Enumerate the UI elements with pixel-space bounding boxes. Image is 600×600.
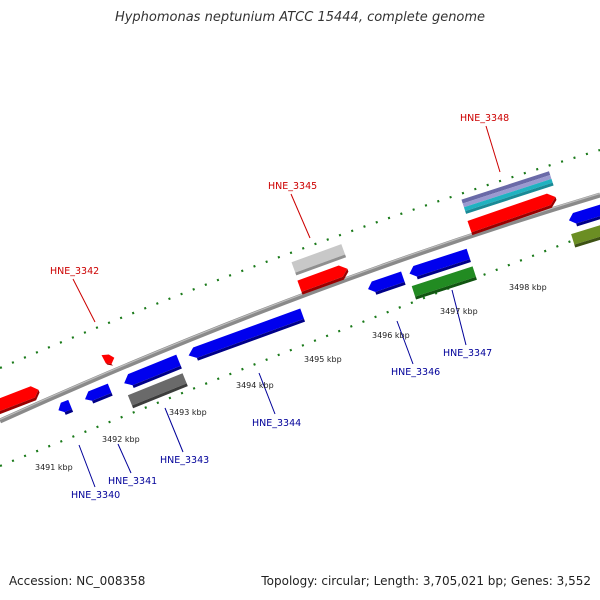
gene-label-hne-3343[interactable]: HNE_3343 <box>160 455 209 466</box>
feature-hne-3340 <box>58 399 74 415</box>
feature-hne-3345-gray <box>291 244 347 276</box>
feature-hne-3348-stack <box>461 171 554 214</box>
feature-hne-3342 <box>101 354 115 366</box>
leader-hne-3344 <box>258 372 276 415</box>
leader-hne-3345 <box>290 193 311 239</box>
leader-hne-3346 <box>396 320 414 365</box>
feature-red-left <box>0 386 40 415</box>
reverse-tick-track <box>0 228 600 468</box>
tick-label: 3491 kbp <box>35 463 73 472</box>
tick-label: 3496 kbp <box>372 331 410 340</box>
tick-label: 3498 kbp <box>509 283 547 292</box>
gene-label-hne-3345[interactable]: HNE_3345 <box>268 181 317 192</box>
leader-hne-3347 <box>451 289 467 346</box>
gene-label-hne-3340[interactable]: HNE_3340 <box>71 490 120 501</box>
tick-label: 3493 kbp <box>169 408 207 417</box>
leader-hne-3342 <box>72 278 96 323</box>
backbone-highlight <box>0 192 600 421</box>
leader-hne-3343 <box>164 407 184 453</box>
gene-label-hne-3348[interactable]: HNE_3348 <box>460 113 509 124</box>
feature-hne-3344 <box>188 308 306 361</box>
feature-hne-3341 <box>85 383 113 404</box>
feature-hne-3345-red <box>297 265 349 295</box>
tick-label: 3492 kbp <box>102 435 140 444</box>
feature-right-olive <box>571 222 600 248</box>
gene-label-hne-3342[interactable]: HNE_3342 <box>50 266 99 277</box>
genome-summary: Topology: circular; Length: 3,705,021 bp… <box>261 574 591 588</box>
map-title: Hyphomonas neptunium ATCC 15444, complet… <box>114 10 486 25</box>
feature-hne-3347-blue <box>409 248 471 280</box>
feature-hne-3348-red <box>467 193 557 236</box>
leader-hne-3340 <box>78 444 96 488</box>
gene-label-hne-3347[interactable]: HNE_3347 <box>443 348 492 359</box>
tick-label: 3495 kbp <box>304 355 342 364</box>
feature-hne-3347-green <box>411 266 477 300</box>
feature-hne-3346 <box>368 271 406 295</box>
feature-right-blue <box>568 202 600 227</box>
gene-label-hne-3341[interactable]: HNE_3341 <box>108 476 157 487</box>
gene-label-hne-3346[interactable]: HNE_3346 <box>391 367 440 378</box>
tick-label: 3497 kbp <box>440 307 478 316</box>
accession-label: Accession: NC_008358 <box>9 574 146 588</box>
feature-hne-3343-gray <box>127 373 188 409</box>
tick-label: 3494 kbp <box>236 381 274 390</box>
feature-hne-3343-blue <box>124 354 182 389</box>
genome-backbone <box>0 192 600 424</box>
leader-hne-3348 <box>485 125 501 173</box>
forward-tick-track <box>0 148 600 370</box>
gene-label-hne-3344[interactable]: HNE_3344 <box>252 418 301 429</box>
leader-hne-3341 <box>117 443 132 474</box>
